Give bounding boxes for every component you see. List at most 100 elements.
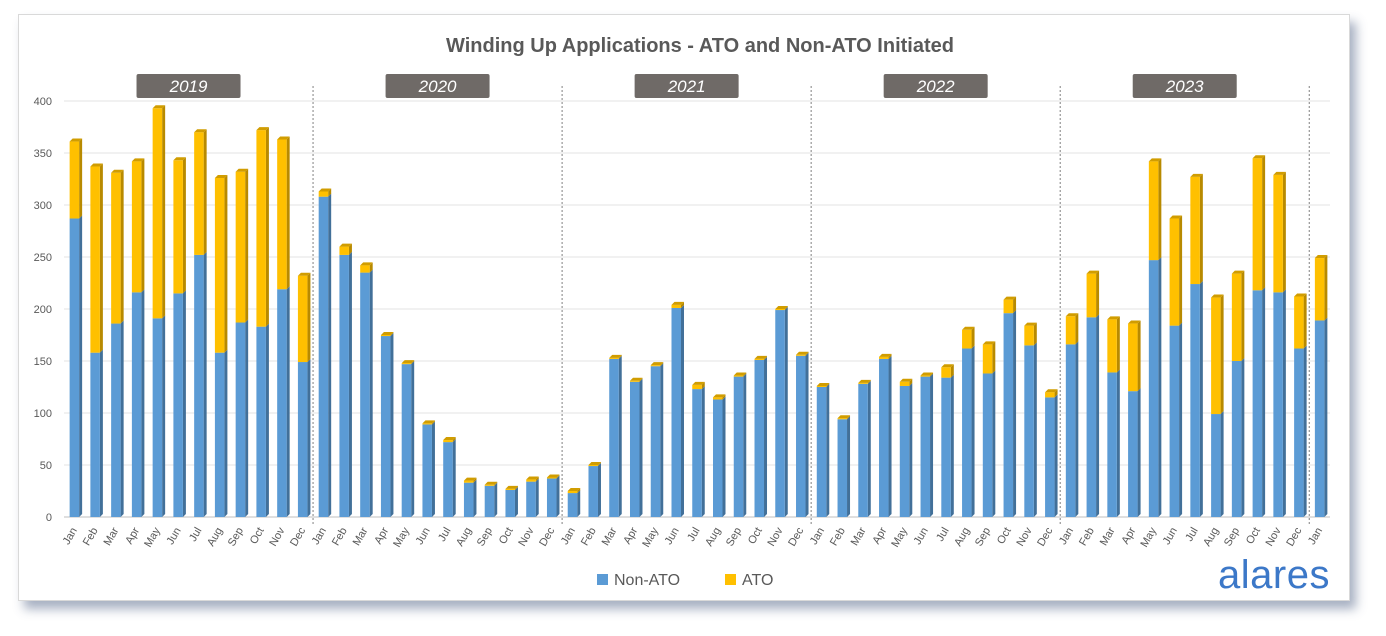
ato-bar [671, 304, 681, 308]
non-ato-bar-side [930, 373, 934, 517]
non-ato-bar [858, 383, 868, 517]
ato-bar [484, 484, 495, 486]
non-ato-bar [816, 387, 827, 517]
ato-bar [567, 491, 578, 494]
x-tick-label: Sep [973, 526, 993, 549]
bar-top [899, 378, 913, 382]
bar-top [837, 415, 851, 419]
bar-top [90, 163, 103, 167]
bar-top [422, 420, 435, 424]
year-label: 2023 [1165, 77, 1204, 96]
non-ato-bar-side [348, 251, 352, 518]
non-ato-bar [152, 318, 163, 517]
ato-bar [609, 357, 619, 359]
non-ato-bar [297, 362, 308, 517]
ato-bar [1107, 319, 1117, 373]
bar-top [401, 360, 415, 364]
ato-bar-side [514, 485, 518, 490]
x-tick-label: Oct [1244, 526, 1263, 547]
bar-top [962, 326, 975, 330]
ato-bar-side [1179, 215, 1183, 326]
bar-top [629, 377, 643, 381]
non-ato-bar-side [1262, 287, 1266, 517]
ato-bar [111, 172, 121, 324]
ato-bar [1003, 299, 1014, 314]
x-tick-label: Apr [123, 525, 142, 546]
ato-bar [90, 166, 100, 353]
ato-bar-side [1282, 171, 1286, 293]
non-ato-bar [214, 352, 225, 517]
ato-bar [713, 397, 723, 400]
ato-bar [235, 171, 246, 323]
ato-bar [1065, 316, 1076, 345]
ato-bar-side [1241, 270, 1245, 361]
bar-top [484, 481, 498, 485]
non-ato-bar [194, 254, 204, 518]
ato-bar [505, 488, 515, 490]
legend-label: Non-ATO [614, 572, 680, 589]
x-tick-label: Apr [372, 525, 391, 546]
non-ato-bar-side [162, 315, 166, 517]
bar-top [546, 474, 560, 478]
non-ato-bar [235, 322, 246, 517]
bar-top [443, 437, 456, 441]
ato-bar [588, 465, 598, 467]
bar-top [69, 138, 83, 142]
non-ato-bar [941, 377, 951, 517]
non-ato-bar [713, 399, 723, 517]
ato-bar-side [1262, 155, 1266, 291]
non-ato-bar-side [722, 396, 726, 517]
non-ato-bar [277, 289, 287, 517]
bar-top [754, 355, 768, 359]
ato-bar-side [1220, 294, 1224, 415]
ato-bar-side [1324, 255, 1328, 321]
ato-bar [173, 160, 183, 294]
non-ato-bar-side [805, 352, 809, 517]
non-ato-bar [962, 348, 972, 517]
year-label: 2022 [916, 77, 955, 96]
non-ato-bar-side [639, 378, 643, 517]
ato-bar-side [348, 243, 352, 255]
x-tick-label: Feb [330, 526, 350, 548]
non-ato-bar-side [203, 251, 207, 518]
bar-top [1107, 316, 1120, 320]
non-ato-bar-side [992, 370, 996, 517]
non-ato-bar [1107, 372, 1117, 517]
non-ato-bar [1128, 391, 1138, 517]
ato-bar [463, 480, 474, 483]
non-ato-bar [1065, 344, 1076, 517]
ato-bar-side [784, 306, 788, 311]
x-tick-label: Jan [808, 526, 827, 547]
y-tick-label: 100 [34, 408, 52, 420]
bar-top [1169, 215, 1183, 219]
non-ato-bar-side [847, 416, 851, 517]
non-ato-bar-side [224, 349, 228, 517]
bar-top [235, 168, 249, 172]
ato-bar-side [473, 477, 477, 483]
non-ato-bar [588, 466, 598, 517]
non-ato-bar [609, 358, 619, 517]
bar-top [526, 476, 539, 480]
bar-top [297, 272, 311, 276]
x-tick-label: May [640, 525, 661, 549]
non-ato-bar-side [245, 319, 249, 517]
non-ato-bar [1273, 292, 1283, 517]
non-ato-bar [526, 481, 536, 517]
non-ato-bar-side [390, 333, 394, 517]
ato-bar-side [660, 362, 664, 367]
ato-bar-side [680, 301, 684, 308]
ato-bar [858, 382, 868, 384]
ato-bar [443, 440, 453, 443]
non-ato-bar [1169, 325, 1180, 517]
non-ato-bar [1252, 290, 1263, 517]
x-tick-label: Jan [61, 526, 80, 547]
ato-bar-side [411, 360, 415, 365]
ato-bar-side [431, 420, 435, 425]
x-tick-label: Sep [475, 526, 495, 549]
ato-bar [733, 375, 744, 377]
non-ato-bar-side [473, 479, 477, 517]
bar-top [1231, 270, 1245, 274]
bar-top [1211, 294, 1224, 298]
non-ato-bar-side [1054, 394, 1058, 517]
